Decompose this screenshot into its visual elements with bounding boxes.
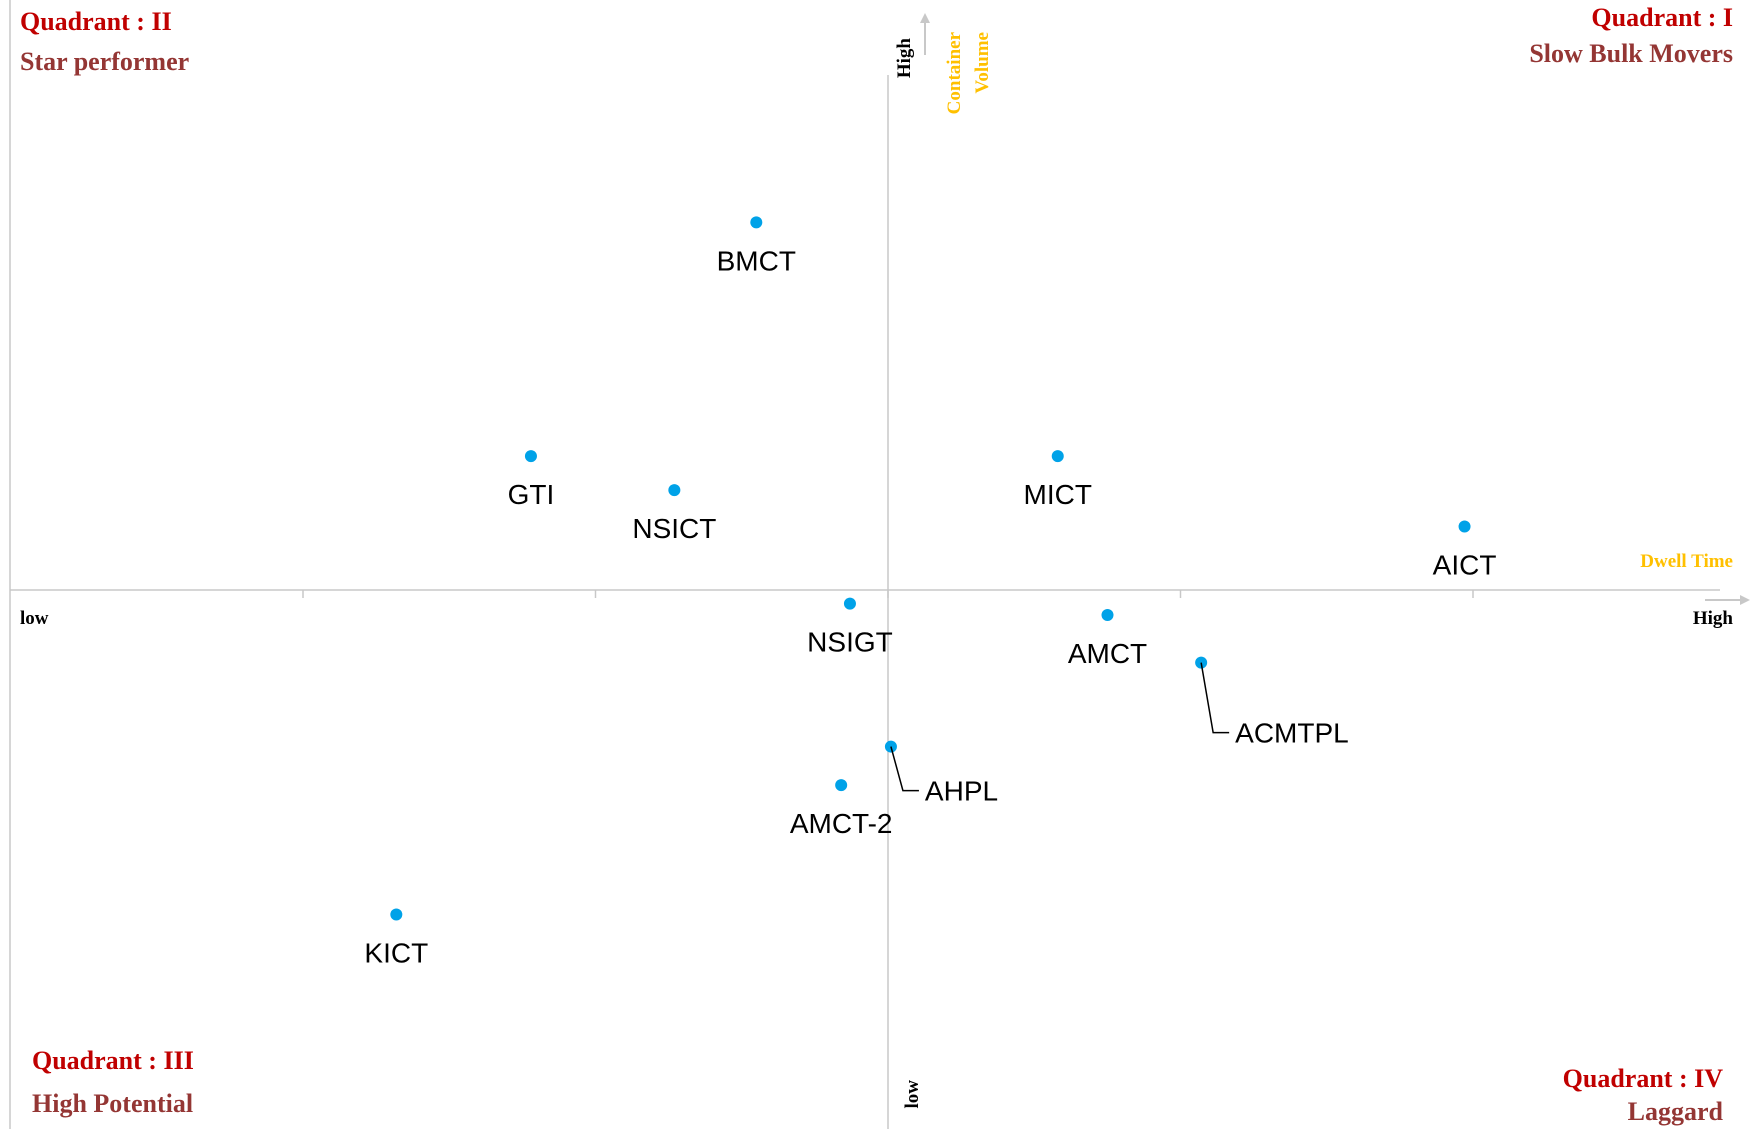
data-point-mict xyxy=(1051,450,1064,463)
quadrant-4-title: Quadrant : IV xyxy=(1563,1064,1724,1093)
data-label-mict: MICT xyxy=(1024,479,1092,510)
data-point-bmct xyxy=(750,216,763,229)
data-label-nsigt: NSIGT xyxy=(807,627,893,658)
x-axis-name: Dwell Time xyxy=(1640,551,1733,572)
data-point-amct-2 xyxy=(835,779,848,792)
data-point-kict xyxy=(390,908,403,921)
quadrant-1-subtitle: Slow Bulk Movers xyxy=(1529,39,1733,68)
x-axis-low-label: low xyxy=(20,608,49,629)
quadrant-2-title: Quadrant : II xyxy=(20,7,172,36)
quadrant-3-title: Quadrant : III xyxy=(32,1046,194,1075)
data-point-amct xyxy=(1101,608,1114,621)
data-label-nsict: NSICT xyxy=(632,513,716,544)
data-points: BMCT GTI NSICT MICT AICT NSIGT AMCT ACMTPL AHPL A… xyxy=(364,216,1497,969)
leader-line-ahpl xyxy=(890,746,919,792)
quadrant-2-subtitle: Star performer xyxy=(20,47,189,76)
quadrant-1-title: Quadrant : I xyxy=(1591,3,1733,32)
data-label-amct: AMCT xyxy=(1068,638,1147,669)
data-label-gti: GTI xyxy=(508,479,555,510)
y-axis-name-line2: Volume xyxy=(972,32,993,94)
x-axis-high-label: High xyxy=(1693,608,1734,629)
leader-line-acmtpl xyxy=(1200,662,1230,734)
y-axis-name-line1: Container xyxy=(944,31,965,114)
data-point-gti xyxy=(524,450,537,463)
data-label-acmtpl: ACMTPL xyxy=(1235,718,1349,749)
data-label-kict: KICT xyxy=(364,938,428,969)
y-axis-high-label: High xyxy=(894,38,915,79)
data-point-nsigt xyxy=(843,597,856,610)
data-label-bmct: BMCT xyxy=(717,245,796,276)
y-axis-low-label: low xyxy=(902,1080,923,1109)
data-label-amct-2: AMCT-2 xyxy=(790,808,893,839)
quadrant-4-subtitle: Laggard xyxy=(1628,1097,1724,1126)
quadrant-3-subtitle: High Potential xyxy=(32,1089,193,1118)
data-label-ahpl: AHPL xyxy=(925,776,998,807)
data-label-aict: AICT xyxy=(1433,549,1497,580)
data-point-aict xyxy=(1458,520,1471,533)
data-point-nsict xyxy=(668,484,681,497)
